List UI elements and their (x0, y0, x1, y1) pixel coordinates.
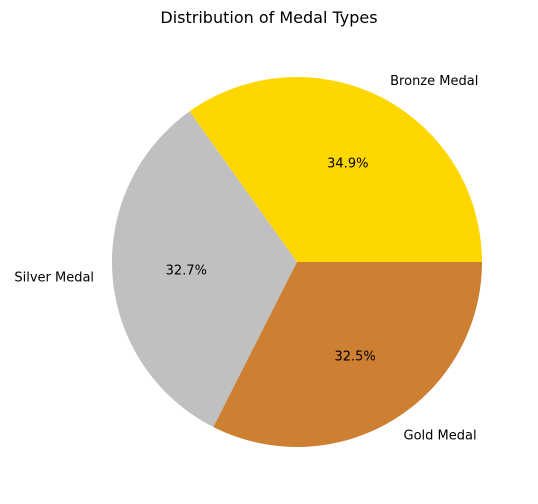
pie-percent-label: 32.7% (166, 263, 207, 278)
pie-slice-bronze-medal (189, 76, 483, 262)
pie-category-label: Silver Medal (14, 270, 94, 285)
pie-slice-silver-medal (111, 111, 297, 428)
pie-percent-label: 32.5% (334, 350, 375, 365)
chart-title: Distribution of Medal Types (160, 8, 378, 27)
pie-slice-gold-medal (213, 262, 482, 448)
pie-category-label: Gold Medal (404, 428, 477, 443)
pie-category-label: Bronze Medal (390, 74, 478, 89)
pie-percent-label: 34.9% (327, 156, 368, 171)
